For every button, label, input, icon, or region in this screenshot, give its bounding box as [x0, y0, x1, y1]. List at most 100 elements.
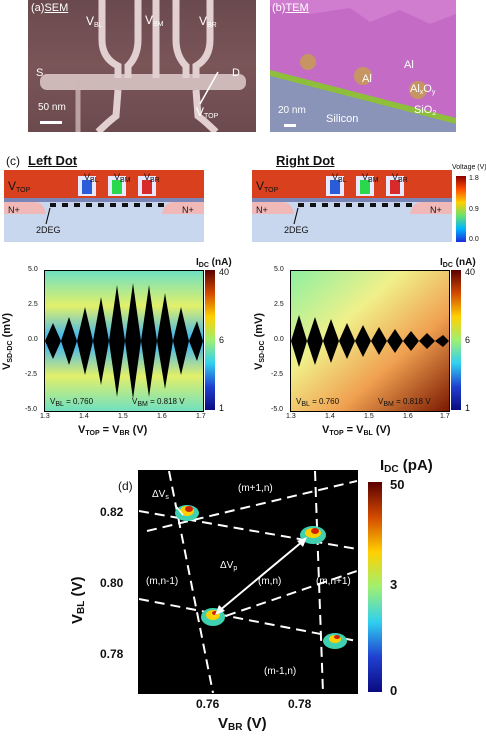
left-xtick-4: 1.7	[196, 413, 206, 420]
tem-image	[270, 0, 456, 132]
right-2deg-label: 2DEG	[284, 225, 309, 235]
right-xtick-4: 1.7	[440, 413, 450, 420]
label-silicon: Silicon	[326, 113, 359, 125]
voltage-tick-bottom: 0.0	[469, 236, 479, 243]
panel-d-ytick-1: 0.80	[100, 576, 124, 590]
right-heatmap	[291, 271, 449, 411]
region-m-n: (m,n)	[258, 576, 282, 587]
left-xtick-1: 1.4	[79, 413, 89, 420]
label-source: S	[36, 67, 44, 79]
region-m-plus-1-n: (m+1,n)	[238, 483, 273, 494]
right-ytick-3: -2.5	[271, 371, 284, 378]
panel-a-method: SEM	[44, 2, 69, 14]
right-annotation-vbm: VBM = 0.818 V	[378, 397, 431, 409]
panel-d-tag: (d)	[118, 479, 133, 493]
right-gate-bl-label: VBL	[332, 172, 347, 185]
sem-image	[28, 0, 256, 132]
panel-d-ylabel: VBL (V)	[69, 576, 87, 624]
right-cbar-title: IDC (nA)	[440, 257, 476, 270]
panel-a-tag: (a)SEM	[31, 2, 69, 14]
left-ytick-2: 0.0	[28, 336, 38, 343]
panel-d-cbar-tick-0: 50	[390, 477, 405, 492]
right-heatmap-frame	[290, 270, 450, 412]
right-ytick-0: 5.0	[274, 266, 284, 273]
right-gate-bm-label: VBM	[362, 172, 379, 185]
right-current-colorbar	[451, 270, 461, 410]
left-annotation-vbm: VBM = 0.818 V	[132, 397, 185, 409]
label-vbr: VBR	[199, 14, 217, 29]
left-ytick-1: 2.5	[28, 301, 38, 308]
left-cbar-title: IDC (nA)	[196, 257, 232, 270]
left-schematic-shapes	[4, 170, 204, 242]
left-ytick-0: 5.0	[28, 266, 38, 273]
left-cbar-tick-2: 1	[219, 403, 225, 413]
panel-d-cbar-title: IDC (pA)	[380, 457, 433, 475]
panel-c-tag: (c)	[6, 154, 20, 168]
right-cbar-tick-0: 40	[465, 267, 476, 277]
right-xtick-3: 1.6	[403, 413, 413, 420]
left-gate-bm-label: VBM	[114, 172, 131, 185]
left-cbar-tick-0: 40	[219, 267, 230, 277]
right-dot-title: Right Dot	[276, 153, 335, 168]
sem-gate-pattern	[40, 0, 246, 132]
right-cbar-tick-2: 1	[465, 403, 471, 413]
region-m-minus-1-n: (m-1,n)	[264, 666, 297, 677]
panel-d-xtick-1: 0.78	[288, 697, 312, 711]
label-vbl: VBL	[86, 14, 103, 29]
right-ytick-2: 0.0	[274, 336, 284, 343]
panel-b-method: TEM	[285, 2, 309, 14]
tem-layers	[270, 0, 456, 132]
left-xtick-3: 1.6	[157, 413, 167, 420]
left-annotation-vbl: VBL = 0.760	[50, 397, 94, 409]
label-drain: D	[232, 67, 240, 79]
label-al-grain: Al	[362, 73, 372, 85]
panel-d-cbar-tick-1: 3	[390, 577, 398, 592]
voltage-tick-mid: 0.9	[469, 206, 479, 213]
label-al-top: Al	[404, 59, 414, 71]
label-alox: AlxOy	[410, 83, 436, 97]
delta-vp-label: ΔVp	[220, 560, 238, 573]
panel-d-colorbar	[368, 482, 382, 692]
voltage-tick-top: 1.8	[469, 175, 479, 182]
panel-d-ytick-2: 0.78	[100, 647, 124, 661]
left-vtop-label: VTOP	[8, 179, 31, 194]
right-vtop-label: VTOP	[256, 179, 279, 194]
panel-d-xlabel: VBR (V)	[218, 715, 267, 733]
right-diamond-region	[291, 315, 449, 367]
panel-d-cbar-tick-2: 0	[390, 683, 398, 698]
panel-d-ytick-0: 0.82	[100, 505, 124, 519]
delta-vs-label: ΔVs	[152, 489, 169, 502]
label-sio2: SiO2	[414, 104, 437, 118]
right-xtick-0: 1.3	[286, 413, 296, 420]
sem-scale-label: 50 nm	[38, 102, 66, 113]
left-diamond-region	[45, 283, 203, 399]
left-ytick-3: -2.5	[25, 371, 38, 378]
left-nplus-left: N+	[8, 205, 20, 215]
right-xtick-1: 1.4	[325, 413, 335, 420]
left-current-colorbar	[205, 270, 215, 410]
right-ylabel: VSD-DC (mV)	[253, 312, 266, 370]
left-gate-bl-label: VBL	[84, 172, 99, 185]
panel-b-tag: (b)TEM	[272, 2, 309, 14]
voltage-colorbar-title: Voltage (V)	[452, 164, 486, 171]
right-xtick-2: 1.5	[364, 413, 374, 420]
region-m-n-minus-1: (m,n-1)	[146, 576, 179, 587]
left-heatmap	[45, 271, 203, 411]
left-gate-br-label: VBR	[144, 172, 160, 185]
panel-d-xtick-0: 0.76	[196, 697, 220, 711]
label-vbm: VBM	[145, 13, 164, 28]
right-cbar-tick-1: 6	[465, 335, 471, 345]
left-xtick-0: 1.3	[40, 413, 50, 420]
right-ytick-1: 2.5	[274, 301, 284, 308]
region-m-n-plus-1: (m,n+1)	[316, 576, 351, 587]
voltage-colorbar	[456, 176, 466, 242]
right-nplus-right: N+	[430, 205, 442, 215]
left-ytick-4: -5.0	[25, 406, 38, 413]
tem-scale-label: 20 nm	[278, 105, 306, 116]
right-schematic-shapes	[252, 170, 452, 242]
left-heatmap-frame	[44, 270, 204, 412]
left-xtick-2: 1.5	[118, 413, 128, 420]
left-device-schematic	[4, 170, 204, 242]
left-xlabel: VTOP = VBR (V)	[78, 424, 148, 438]
left-cbar-tick-1: 6	[219, 335, 225, 345]
